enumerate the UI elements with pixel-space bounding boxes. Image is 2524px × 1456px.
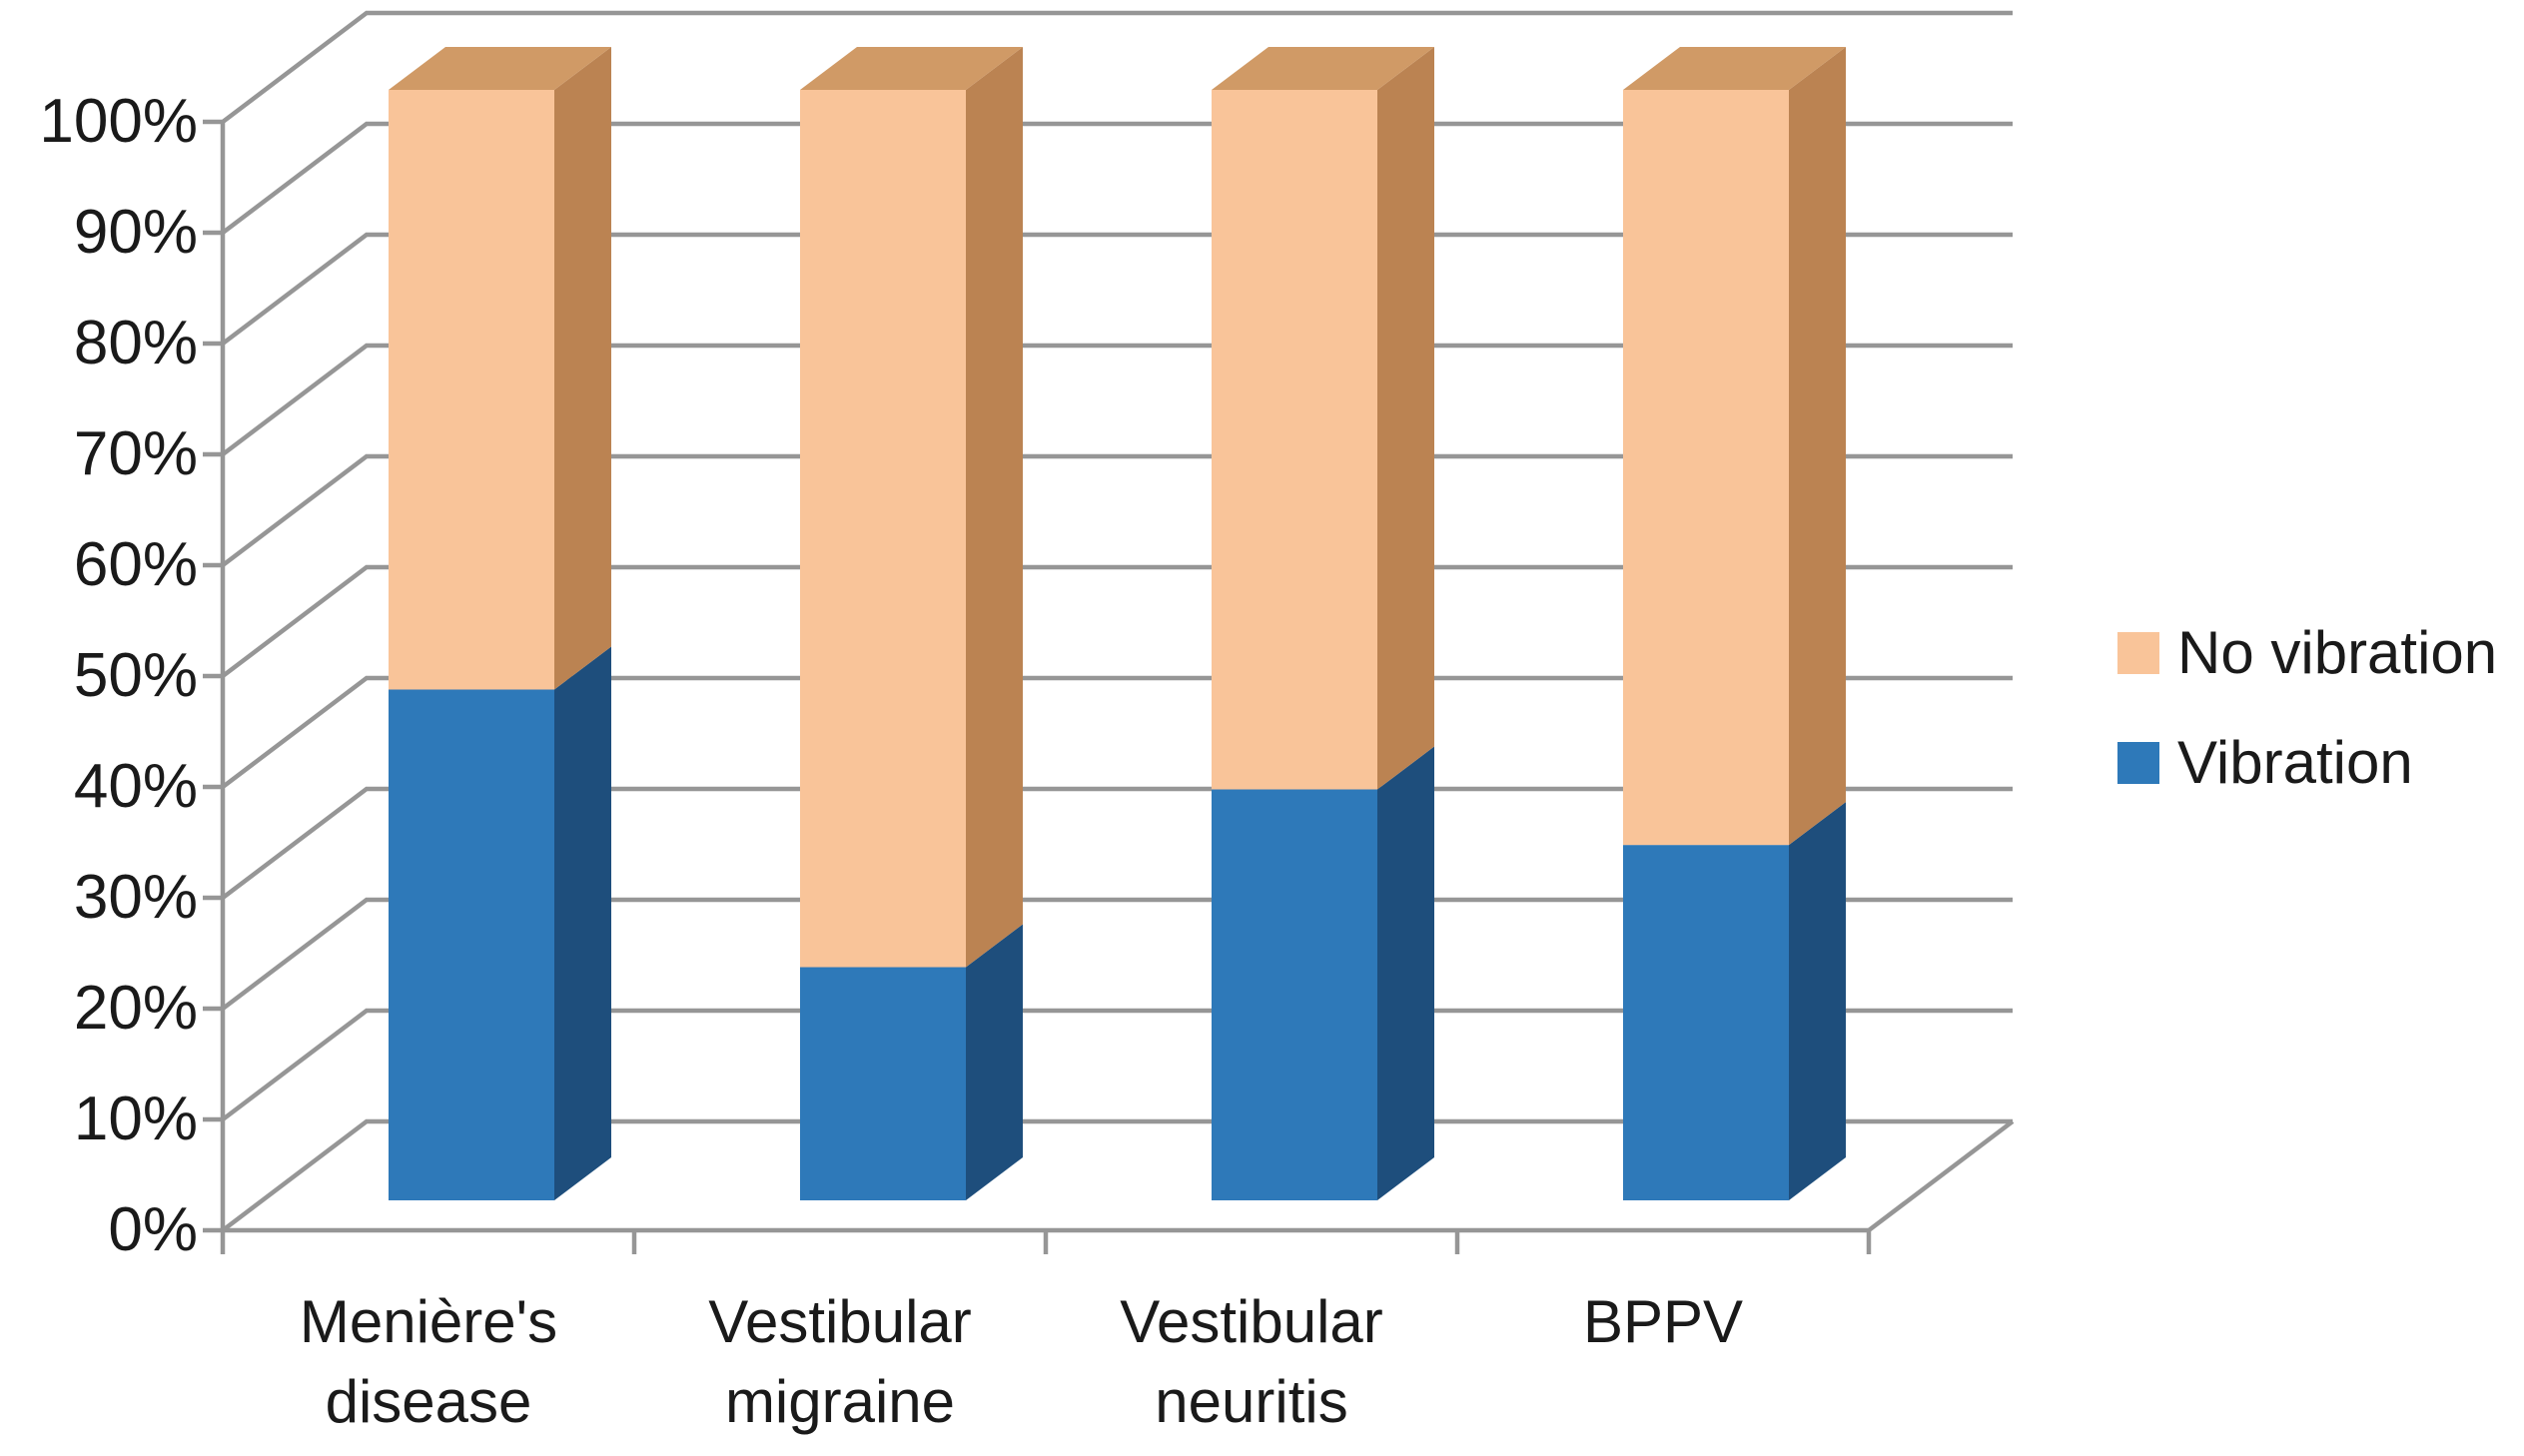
y-tick-label-40: 40% <box>73 752 198 821</box>
legend-item-no-vibration: No vibration <box>2117 611 2497 695</box>
bar-segment-no-vibration <box>1623 90 1789 846</box>
category-label-line: Vestibular <box>708 1288 972 1355</box>
bar-side-vibration <box>1377 746 1434 1200</box>
legend-label: Vibration <box>2177 729 2413 796</box>
bar-segment-no-vibration <box>389 90 554 690</box>
bar-side-no-vibration <box>966 47 1023 968</box>
x-axis-category-label: Vestibular migraine <box>625 1282 1055 1442</box>
y-tick-label-90: 90% <box>73 198 198 267</box>
category-label-line: BPPV <box>1582 1288 1744 1355</box>
bar-side-vibration <box>1789 802 1846 1200</box>
bar-segment-no-vibration <box>1212 90 1377 790</box>
bar-side-vibration <box>966 924 1023 1200</box>
bar-top-no-vibration <box>1623 47 1846 90</box>
gridline <box>203 786 2013 901</box>
category-label-line: migraine <box>724 1368 956 1435</box>
bar-segment-vibration <box>389 689 554 1200</box>
x-axis-category-label: Vestibular neuritis <box>1037 1282 1466 1442</box>
y-tick-label-10: 10% <box>73 1085 198 1153</box>
y-tick-label-60: 60% <box>73 530 198 599</box>
y-tick-label-0: 0% <box>108 1195 198 1264</box>
bar-segment-vibration <box>1212 789 1377 1200</box>
gridline <box>203 10 2013 125</box>
bar-segment-vibration <box>1623 845 1789 1200</box>
category-label-line: Menière's <box>299 1288 558 1355</box>
gridline <box>203 232 2013 347</box>
category-label-line: Vestibular <box>1120 1288 1383 1355</box>
bar-segment-vibration <box>800 967 966 1200</box>
legend-swatch-no-vibration-icon <box>2117 632 2159 674</box>
y-tick-label-50: 50% <box>73 641 198 710</box>
gridline <box>203 1118 2013 1233</box>
gridline <box>203 343 2013 457</box>
y-tick-label-30: 30% <box>73 863 198 932</box>
y-tick-label-70: 70% <box>73 419 198 488</box>
legend-swatch-vibration-icon <box>2117 742 2159 784</box>
bar-side-vibration <box>554 646 611 1200</box>
legend: No vibration Vibration <box>2117 611 2497 831</box>
gridline <box>203 121 2013 236</box>
bar-top-no-vibration <box>800 47 1023 90</box>
gridline <box>203 453 2013 568</box>
legend-label: No vibration <box>2177 619 2498 686</box>
bar-side-no-vibration <box>1377 47 1434 790</box>
gridline <box>203 897 2013 1012</box>
y-tick-label-100: 100% <box>39 87 198 156</box>
x-axis-category-label: BPPV <box>1448 1282 1878 1362</box>
bar-segment-no-vibration <box>800 90 966 968</box>
x-axis-category-label: Menière's disease <box>214 1282 643 1442</box>
bar-top-no-vibration <box>1212 47 1434 90</box>
y-tick-label-80: 80% <box>73 309 198 377</box>
bar-side-no-vibration <box>554 47 611 690</box>
gridline <box>203 675 2013 790</box>
gridline <box>1867 1119 2015 1232</box>
bar-side-no-vibration <box>1789 47 1846 846</box>
category-label-line: disease <box>325 1368 532 1435</box>
y-tick-label-20: 20% <box>73 974 198 1043</box>
legend-item-vibration: Vibration <box>2117 721 2497 805</box>
gridline <box>203 1008 2013 1122</box>
category-label-line: neuritis <box>1155 1368 1348 1435</box>
bar-top-no-vibration <box>389 47 611 90</box>
gridline <box>203 564 2013 679</box>
